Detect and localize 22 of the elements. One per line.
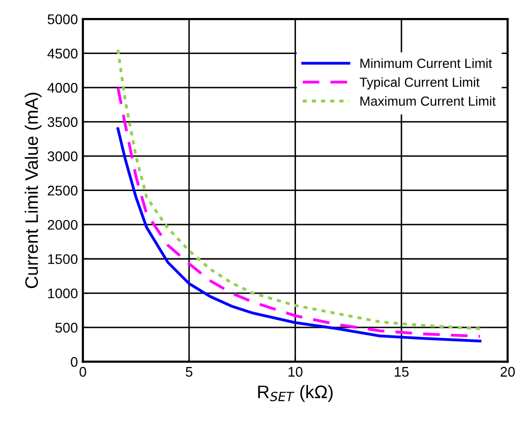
legend-label: Typical Current Limit bbox=[360, 77, 480, 90]
x-axis-title: R$_{SET}$ (kΩ) bbox=[258, 385, 333, 402]
x-tick-label: 15 bbox=[394, 367, 409, 377]
legend-label: Minimum Current Limit bbox=[360, 58, 492, 68]
y-tick-label: 1500 bbox=[48, 254, 78, 264]
y-tick-label: 0 bbox=[70, 357, 78, 367]
y-tick-label: 5000 bbox=[48, 14, 78, 24]
y-tick-label: 2000 bbox=[48, 220, 78, 230]
y-tick-label: 4000 bbox=[47, 82, 78, 93]
y-axis-title: Current Limit Value (mA) bbox=[24, 92, 42, 288]
x-tick-label: 5 bbox=[186, 367, 192, 377]
x-tick-label: 0 bbox=[80, 366, 86, 377]
y-tick-label: 3000 bbox=[48, 151, 78, 162]
y-tick-label: 2500 bbox=[48, 186, 78, 196]
x-tick-label: 10 bbox=[288, 366, 302, 377]
x-tick-label: 20 bbox=[500, 366, 515, 377]
y-tick-label: 1000 bbox=[48, 288, 78, 298]
y-tick-label: 500 bbox=[55, 322, 78, 333]
line-series bbox=[116, 127, 482, 342]
y-tick-label: 3500 bbox=[48, 117, 78, 127]
legend-label: Maximum Current Limit bbox=[360, 96, 496, 106]
y-tick-label: 4500 bbox=[47, 48, 78, 58]
